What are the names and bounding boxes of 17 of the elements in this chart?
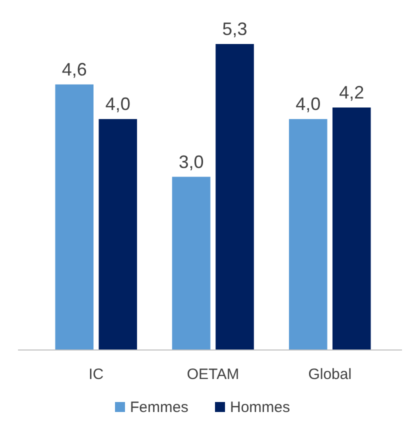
- data-label: 3,0: [178, 152, 204, 172]
- legend-label: Femmes: [130, 399, 188, 416]
- data-label: 4,0: [296, 94, 321, 114]
- legend-label: Hommes: [230, 399, 290, 416]
- data-label: 4,0: [105, 94, 130, 114]
- x-tick-label: OETAM: [186, 366, 240, 383]
- bar: [216, 44, 254, 350]
- x-tick-label: IC: [88, 366, 104, 383]
- x-tick-label: Global: [308, 366, 352, 383]
- bar: [288, 119, 328, 350]
- data-label: 5,3: [222, 19, 248, 39]
- data-label: 4,6: [62, 59, 87, 80]
- bar: [172, 176, 210, 350]
- bar: [55, 84, 94, 350]
- data-label: 4,2: [339, 82, 364, 103]
- bar: [332, 108, 371, 350]
- bar: [98, 119, 138, 350]
